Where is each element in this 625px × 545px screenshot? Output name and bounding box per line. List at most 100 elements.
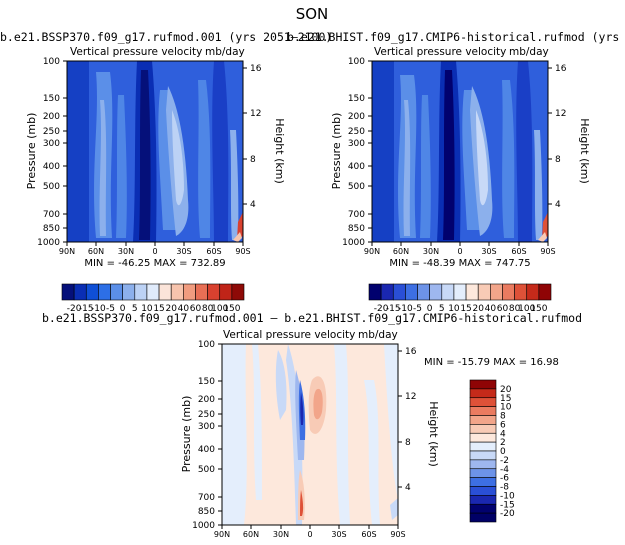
height-tick-label: 8 (555, 155, 561, 165)
colorbar-label: 40 (178, 304, 190, 314)
colorbar-swatch (417, 283, 430, 301)
panel-left-right-ticks: 16 12 8 4 (243, 64, 262, 210)
contour-band (372, 61, 394, 242)
contour-band (222, 344, 247, 525)
x-tick-label: 90N (214, 530, 230, 539)
colorbar-label: 10 (448, 304, 460, 314)
contour-band (67, 61, 89, 242)
x-tick-label: 90N (59, 247, 75, 256)
colorbar-swatch (538, 283, 552, 301)
contour-band (538, 232, 547, 242)
height-tick-label: 4 (405, 483, 411, 493)
colorbar-label: -5 (106, 304, 115, 314)
colorbar-swatch (110, 283, 123, 301)
colorbar-label: 80 (202, 304, 214, 314)
panel-left: b.e21.BSSP370.f09_g17.rufmod.001 (yrs 20… (0, 30, 332, 314)
colorbar-label: -20 (374, 304, 389, 314)
colorbar-swatch (469, 503, 497, 514)
colorbar-label: 100 (518, 304, 535, 314)
panel-diff-subtitle: Vertical pressure velocity (223, 329, 355, 341)
colorbar-swatch (469, 424, 497, 434)
panel-left-title: b.e21.BSSP370.f09_g17.rufmod.001 (yrs 20… (0, 30, 332, 44)
contour-band (252, 344, 262, 500)
height-tick-label: 16 (405, 347, 417, 357)
contour-band (198, 80, 211, 238)
colorbar-swatch (158, 283, 172, 301)
panel-left-x-ticks: 90N 60N 30N 0 30S 60S 90S (59, 242, 251, 256)
height-tick-label: 12 (250, 109, 261, 119)
y-tick-label: 1000 (342, 238, 365, 248)
height-tick-label: 12 (555, 109, 566, 119)
y-tick-label: 850 (198, 507, 215, 517)
x-tick-label: 30S (481, 247, 496, 256)
x-tick-label: 90S (390, 530, 405, 539)
colorbar-label: -10 (500, 491, 515, 501)
colorbar-swatch (231, 283, 245, 301)
panel-diff-units: mb/day (358, 329, 398, 341)
colorbar-label: 5 (132, 304, 138, 314)
height-tick-label: 16 (250, 64, 262, 74)
y-tick-label: 250 (198, 410, 215, 420)
contour-band (139, 70, 151, 240)
contour-band (334, 344, 350, 525)
x-tick-label: 30N (273, 530, 289, 539)
colorbar-label: 8 (500, 412, 506, 422)
x-tick-label: 60S (206, 247, 221, 256)
colorbar-swatch (526, 283, 540, 301)
colorbar-swatch (469, 477, 497, 487)
colorbar-swatch (469, 379, 497, 390)
panel-diff-right-ticks: 16 12 8 4 (398, 347, 417, 493)
contour-band (516, 61, 533, 242)
colorbar-label: -10 (91, 304, 106, 314)
contour-band (476, 110, 488, 206)
panel-right-y-ticks: 100 150 200 250 300 400 500 700 850 1000 (342, 57, 372, 248)
colorbar-label: 2 (500, 438, 506, 448)
y-tick-label: 850 (348, 224, 365, 234)
contour-band (420, 95, 431, 238)
colorbar-swatch (122, 283, 136, 301)
y-tick-label: 400 (43, 162, 60, 172)
height-tick-label: 12 (405, 392, 416, 402)
colorbar-swatch (146, 283, 160, 301)
y-tick-label: 700 (43, 210, 60, 220)
colorbar-swatch (469, 512, 497, 523)
colorbar-swatch (469, 486, 497, 496)
colorbar-swatch (441, 283, 455, 301)
colorbar-label: -15 (79, 304, 94, 314)
colorbar-swatch (469, 388, 497, 399)
panel-left-y-ticks: 100 150 200 250 300 400 500 700 850 1000 (37, 57, 67, 248)
contour-band (384, 344, 398, 500)
colorbar-label: -8 (500, 483, 509, 493)
contour-band (300, 490, 304, 516)
colorbar-swatch (469, 441, 497, 452)
contour-band (99, 100, 107, 236)
contour-band (390, 498, 398, 520)
y-axis-label: Pressure (mb) (180, 396, 193, 473)
y-tick-label: 200 (198, 395, 215, 405)
colorbar-swatch (477, 283, 491, 301)
y-tick-label: 150 (43, 94, 60, 104)
x-tick-label: 30S (176, 247, 191, 256)
y-tick-label: 100 (198, 340, 215, 350)
contour-band (403, 100, 411, 236)
x-tick-label: 90S (235, 247, 250, 256)
colorbar-label: 100 (211, 304, 228, 314)
colorbar-swatch (368, 283, 382, 301)
colorbar-label: 6 (500, 420, 506, 430)
colorbar-swatch (219, 283, 233, 301)
panel-right-title: b.e21.BHIST.f09_g17.CMIP6-historical.ruf… (287, 30, 625, 44)
contour-band (212, 61, 229, 242)
colorbar-label: 15 (500, 394, 511, 404)
panel-diff: b.e21.BSSP370.f09_g17.rufmod.001 – b.e21… (42, 311, 582, 539)
y-tick-label: 1000 (192, 521, 215, 531)
colorbar-label: 5 (439, 304, 445, 314)
y-tick-label: 400 (198, 445, 215, 455)
y-tick-label: 700 (198, 493, 215, 503)
colorbar-swatch (469, 468, 497, 478)
y-tick-label: 300 (348, 139, 365, 149)
x-tick-label: 60N (88, 247, 104, 256)
panel-right: b.e21.BHIST.f09_g17.CMIP6-historical.ruf… (287, 30, 625, 314)
